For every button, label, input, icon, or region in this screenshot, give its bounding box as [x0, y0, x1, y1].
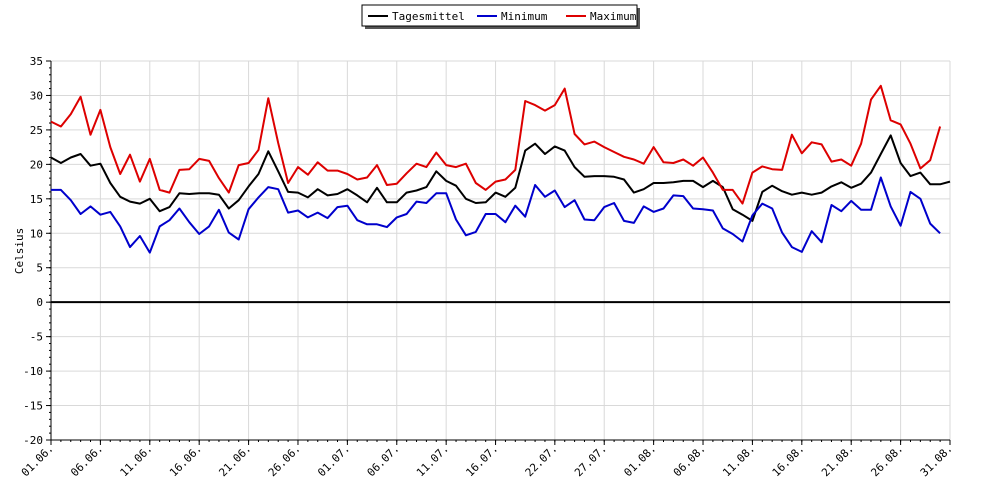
legend-label: Tagesmittel: [392, 10, 465, 23]
x-tick-label: 06.06.: [68, 442, 105, 479]
x-tick-label: 01.07.: [315, 442, 352, 479]
y-tick-label: -15: [23, 400, 43, 413]
series-line-tagesmittel: [50, 134, 951, 222]
y-tick-label: 35: [30, 55, 43, 68]
legend-label: Minimum: [501, 10, 548, 23]
legend-label: Maximum: [590, 10, 637, 23]
y-tick-label: 10: [30, 227, 43, 240]
x-tick-label: 11.07.: [414, 442, 451, 479]
x-tick-label: 11.08.: [720, 442, 757, 479]
x-tick-label: 21.08.: [819, 442, 856, 479]
x-tick-label: 27.07.: [572, 442, 609, 479]
x-tick-label: 16.08.: [770, 442, 807, 479]
x-tick-label: 31.08.: [918, 442, 955, 479]
x-tick-label: 26.06.: [266, 442, 303, 479]
grid: [50, 60, 951, 441]
legend: Tagesmittel Minimum Maximum: [361, 4, 640, 29]
x-tick-label: 16.07.: [463, 442, 500, 479]
y-tick-label: 20: [30, 158, 43, 171]
x-tick-label: 06.07.: [365, 442, 402, 479]
y-tick-label: -20: [23, 434, 43, 447]
x-tick-label: 06.08.: [671, 442, 708, 479]
x-tick-label: 21.06.: [216, 442, 253, 479]
x-tick-label: 16.06.: [167, 442, 204, 479]
y-tick-label: -10: [23, 365, 43, 378]
series-line-maximum: [50, 84, 942, 205]
y-tick-label: 0: [36, 296, 43, 309]
x-tick-label: 22.07.: [523, 442, 560, 479]
series: [50, 84, 951, 254]
series-line-minimum: [51, 176, 941, 254]
y-axis-label: Celsius: [13, 228, 26, 274]
y-tick-label: 15: [30, 193, 43, 206]
y-tick-label: -5: [30, 331, 43, 344]
y-tick-label: 25: [30, 124, 43, 137]
x-tick-label: 26.08.: [868, 442, 905, 479]
x-tick-label: 01.08.: [621, 442, 658, 479]
x-tick-label: 01.06.: [19, 442, 56, 479]
y-tick-label: 5: [36, 262, 43, 275]
x-tick-label: 11.06.: [118, 442, 155, 479]
y-tick-label: 30: [30, 89, 43, 102]
